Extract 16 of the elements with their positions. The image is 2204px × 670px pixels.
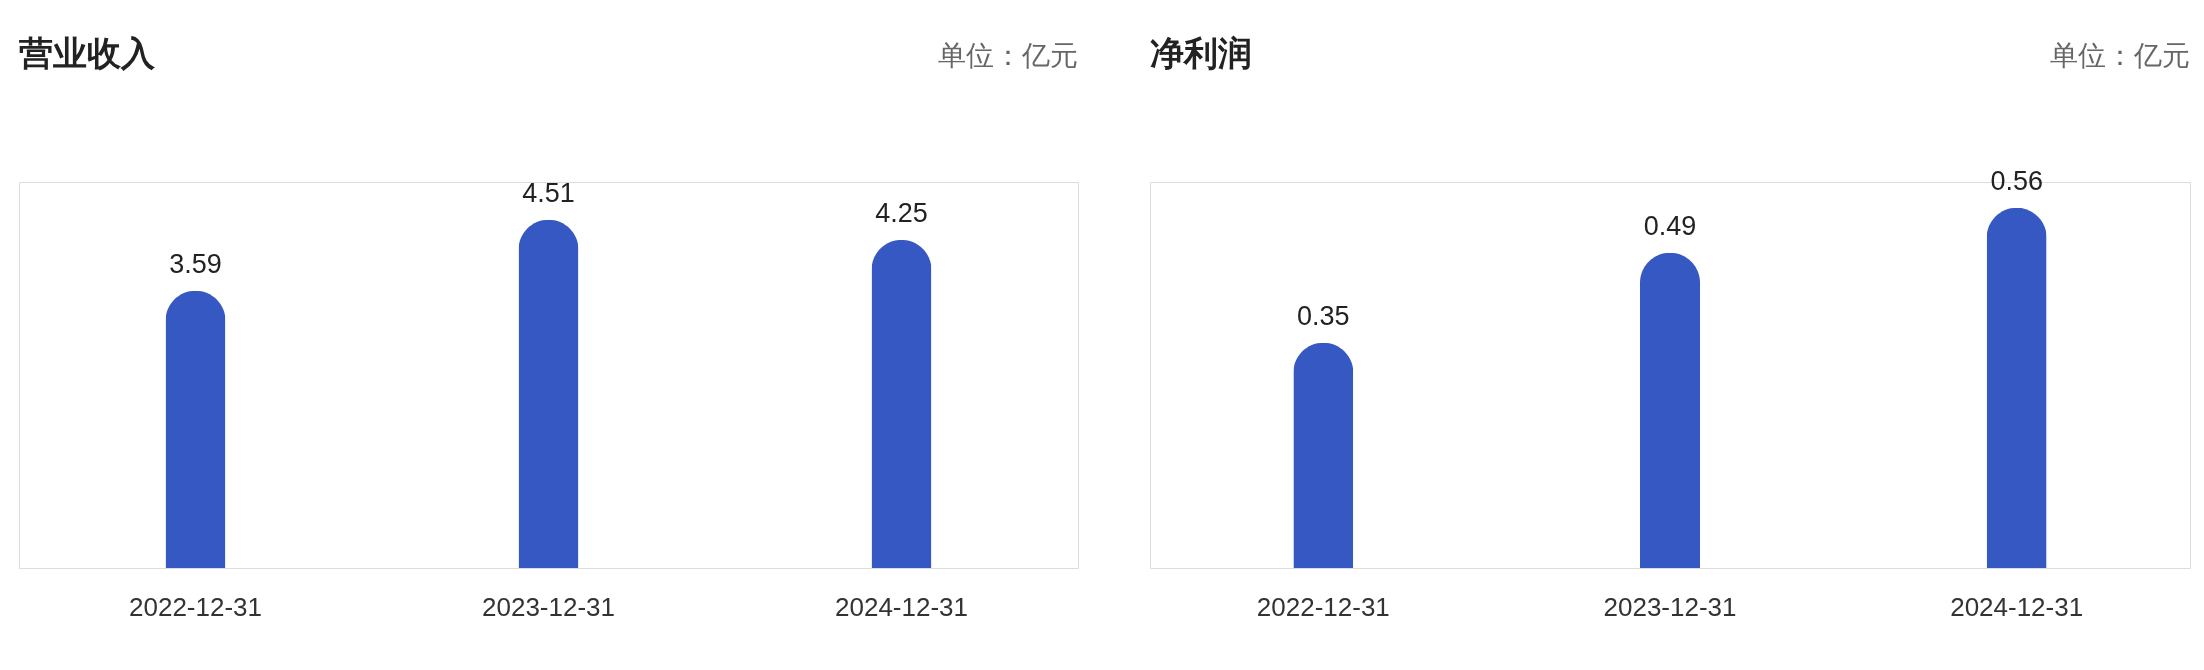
data-label: 0.35 [1297,300,1350,331]
data-label: 4.25 [875,197,928,228]
x-tick-label: 2024-12-31 [835,591,968,622]
data-label: 4.51 [522,177,575,208]
data-label: 3.59 [169,248,222,279]
x-tick-label: 2024-12-31 [1950,591,2084,622]
x-tick-label: 2022-12-31 [1256,591,1390,622]
chart-title: 净利润 [1150,33,1252,73]
text: 单位：亿元 [938,39,1078,72]
data-label: 0.56 [1990,165,2043,196]
text: 单位：亿元 [2050,39,2190,72]
x-tick-label: 2023-12-31 [482,591,615,622]
data-label: 0.49 [1643,210,1697,241]
x-tick-label: 2022-12-31 [129,591,262,622]
x-tick-label: 2023-12-31 [1603,591,1737,622]
chart-title: 营业收入 [19,33,156,73]
